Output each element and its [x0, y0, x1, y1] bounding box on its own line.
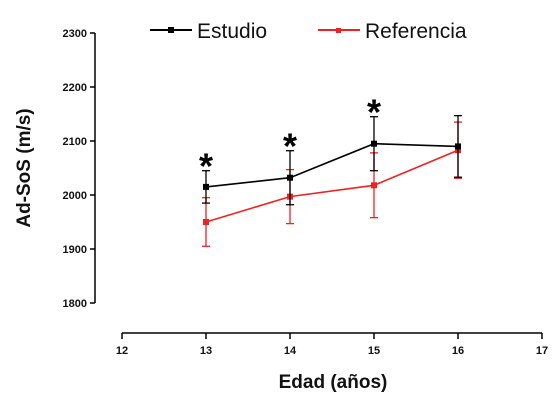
y-tick-label-2100: 2100 [63, 136, 87, 148]
series-layer [202, 114, 462, 247]
series-referencia [202, 121, 462, 247]
x-tick-label-14: 14 [284, 345, 297, 357]
significance-star-14: * [283, 126, 297, 167]
legend-label-referencia: Referencia [365, 20, 467, 43]
legend-label-estudio: Estudio [197, 20, 267, 43]
legend-marker-referencia [336, 28, 341, 33]
legend-marker-estudio [168, 27, 174, 33]
y-tick-label-2000: 2000 [63, 190, 87, 202]
y-tick-label-1800: 1800 [63, 298, 87, 310]
y-axis-title: Ad-SoS (m/s) [14, 108, 35, 227]
y-tick-label-1900: 1900 [63, 244, 87, 256]
series-line-referencia [205, 149, 459, 223]
significance-star-13: * [199, 146, 213, 187]
legend-entry-estudio: Estudio [150, 20, 267, 43]
annotation-layer: * * * [199, 92, 381, 187]
y-tick-label-2300: 2300 [63, 28, 87, 40]
data-point-referencia-13 [203, 219, 209, 225]
x-tick-label-16: 16 [452, 345, 464, 357]
legend-entry-referencia: Referencia [318, 20, 467, 43]
data-point-estudio-13 [203, 183, 209, 190]
data-point-referencia-15 [371, 182, 377, 189]
x-tick-label-12: 12 [116, 345, 128, 357]
legend: Estudio Referencia [150, 20, 467, 43]
series-line-estudio [205, 142, 459, 188]
series-estudio [202, 114, 462, 206]
x-tick-label-15: 15 [368, 345, 380, 357]
data-point-estudio-16 [455, 143, 461, 150]
data-point-estudio-15 [371, 140, 377, 147]
y-tick-label-2200: 2200 [63, 82, 87, 94]
x-tick-label-17: 17 [536, 345, 548, 357]
x-axis-title: Edad (años) [279, 372, 388, 393]
data-point-estudio-14 [287, 174, 293, 181]
x-tick-label-13: 13 [200, 345, 212, 357]
axes: 1800 1900 2000 2100 2200 2300 12 13 14 15 16 17 [63, 28, 549, 357]
significance-star-15: * [367, 92, 381, 133]
